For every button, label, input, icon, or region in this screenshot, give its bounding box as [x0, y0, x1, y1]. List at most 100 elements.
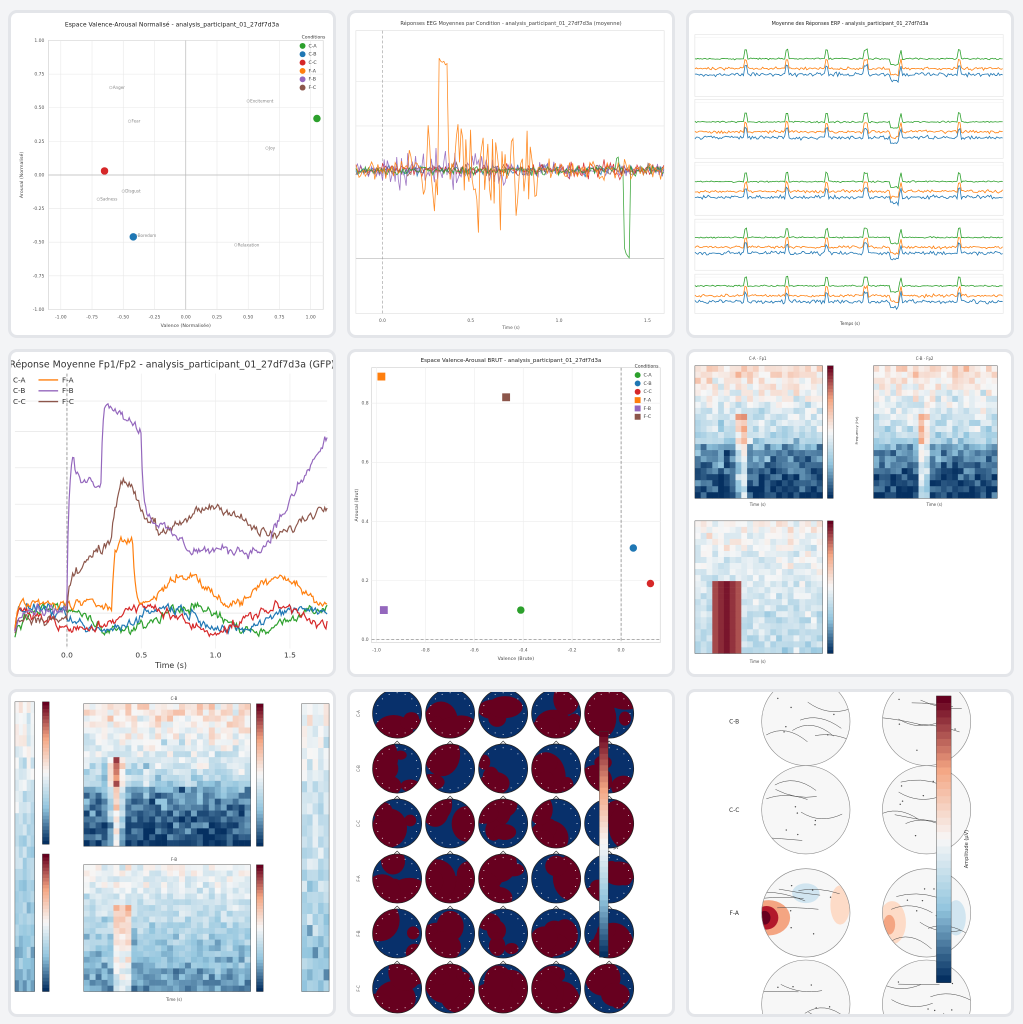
heatmap-cell	[787, 647, 794, 654]
heatmap-cell	[694, 432, 701, 439]
y-axis-label: Arousal (Brut)	[354, 489, 360, 522]
heatmap-cell	[946, 486, 953, 493]
electrode-dot	[534, 933, 536, 934]
heatmap-cell	[735, 617, 742, 624]
heatmap-cell	[758, 544, 765, 552]
heatmap-cell	[101, 979, 108, 986]
heatmap-cell	[718, 623, 725, 630]
heatmap-cell	[89, 804, 96, 811]
heatmap-cell	[980, 450, 987, 457]
heatmap-cell	[735, 587, 742, 594]
heatmap-cell	[113, 786, 120, 794]
heatmap-cell	[95, 774, 102, 782]
emotion-annotation: Boredom	[138, 233, 157, 238]
heatmap-cell	[952, 486, 959, 493]
heatmap-cell	[980, 480, 987, 487]
electrode-dot	[434, 918, 436, 920]
heatmap-cell	[190, 933, 198, 940]
heatmap-cell	[190, 816, 198, 823]
heatmap-cell	[18, 768, 24, 781]
heatmap-cell	[307, 714, 313, 727]
heatmap-cell	[119, 939, 126, 946]
heatmap-cell	[712, 611, 719, 618]
plot-tile-timefreq[interactable]: C-A · Fp1 C-B · Fp2 Time (s) Time (s) Time (…	[686, 349, 1014, 677]
heatmap-cell	[935, 395, 942, 403]
heatmap-cell	[770, 593, 777, 600]
plot-tile-va-normalized[interactable]: Espace Valence-Arousal Normalisé - analy…	[8, 10, 336, 338]
heatmap-cell	[232, 709, 239, 716]
electrode-dot	[396, 692, 398, 694]
heatmap-cell	[781, 462, 789, 469]
heatmap-cell	[161, 979, 168, 986]
heatmap-cell	[694, 611, 701, 618]
heatmap-cell	[712, 617, 719, 624]
heatmap-cell	[884, 444, 891, 451]
tf-colorbar-1-segment	[827, 458, 834, 463]
heatmap-cell	[318, 869, 324, 882]
heatmap-cell	[873, 468, 880, 475]
plot-tile-eeg-average[interactable]: Réponses EEG Moyennes par Condition - an…	[347, 10, 675, 338]
heatmap-cell	[969, 438, 976, 445]
heatmap-cell	[952, 395, 959, 403]
heatmap-cell	[184, 905, 192, 912]
heatmap-cell	[907, 413, 914, 421]
heatmap-cell	[155, 956, 162, 963]
heatmap-cell	[202, 786, 210, 794]
heatmap-cell	[799, 456, 806, 463]
heatmap-cell	[770, 563, 777, 570]
heatmap-cell	[22, 779, 28, 792]
electrode-dot	[494, 1007, 496, 1009]
heatmap-cell	[238, 709, 245, 716]
heatmap-cell	[799, 492, 806, 499]
heatmap-cell	[735, 629, 742, 636]
heatmap-cell	[26, 913, 31, 925]
heatmap-cell	[810, 389, 818, 397]
tf-colorbar-right-2-segment	[256, 975, 264, 980]
tf-colorbar-left-1-segment	[42, 805, 50, 809]
heatmap-cell	[149, 733, 156, 740]
plot-tile-va-brut[interactable]: Espace Valence-Arousal BRUT - analysis_p…	[347, 349, 675, 677]
heatmap-cell	[232, 922, 239, 929]
heatmap-cell	[125, 828, 132, 835]
plot-tile-gfp[interactable]: Réponse Moyenne Fp1/Fp2 - analysis_parti…	[8, 349, 336, 677]
tf-colorbar-left-2-segment	[42, 860, 50, 865]
plot-tile-topomap-grid[interactable]: C-A C-B C-C F-A F-B F-C µV	[347, 689, 675, 1017]
heatmap-cell	[167, 816, 174, 823]
electrode-dot	[428, 878, 430, 880]
heatmap-cell	[220, 985, 227, 992]
heatmap-cell	[107, 727, 114, 734]
heatmap-cell	[787, 520, 794, 528]
heatmap-cell	[805, 605, 812, 612]
heatmap-cell	[190, 703, 198, 711]
topomap-region	[435, 716, 475, 739]
heatmap-cell	[700, 575, 707, 582]
heatmap-cell	[718, 456, 725, 463]
electrode-dot	[600, 1007, 602, 1009]
heatmap-cell	[712, 462, 719, 469]
emotion-annotation: Sadness	[100, 197, 117, 202]
heatmap-cell	[924, 389, 931, 397]
plot-tile-erp-grid[interactable]: Moyenne des Réponses ERP - analysis_part…	[686, 10, 1014, 338]
heatmap-cell	[179, 939, 186, 946]
heatmap-cell	[179, 733, 186, 740]
tf-colorbar-right-2-segment	[256, 928, 264, 932]
emotion-annotation: Anger	[113, 85, 126, 90]
heatmap-cell	[119, 922, 126, 929]
heatmap-cell	[238, 962, 245, 969]
electrode-dot	[396, 953, 398, 955]
heatmap-cell	[946, 474, 953, 481]
heatmap-cell	[167, 822, 174, 829]
heatmap-cell	[770, 647, 777, 654]
tf-colorbar-right-1	[256, 703, 264, 847]
heatmap-cell	[196, 721, 204, 728]
heatmap-cell	[810, 569, 818, 576]
plot-tile-timefreq-grid[interactable]: C-B F-B Time (s)	[8, 689, 336, 1017]
heatmap-cell	[161, 774, 168, 782]
heatmap-cell	[220, 928, 227, 935]
heatmap-cell	[167, 751, 174, 758]
heatmap-cell	[729, 563, 736, 570]
heatmap-cell	[799, 575, 806, 582]
heatmap-cell	[101, 916, 108, 923]
plot-tile-topomap-amplitude[interactable]: C-B C-C F-A Amplitude (µV)	[686, 689, 1014, 1017]
heatmap-cell	[816, 569, 823, 576]
